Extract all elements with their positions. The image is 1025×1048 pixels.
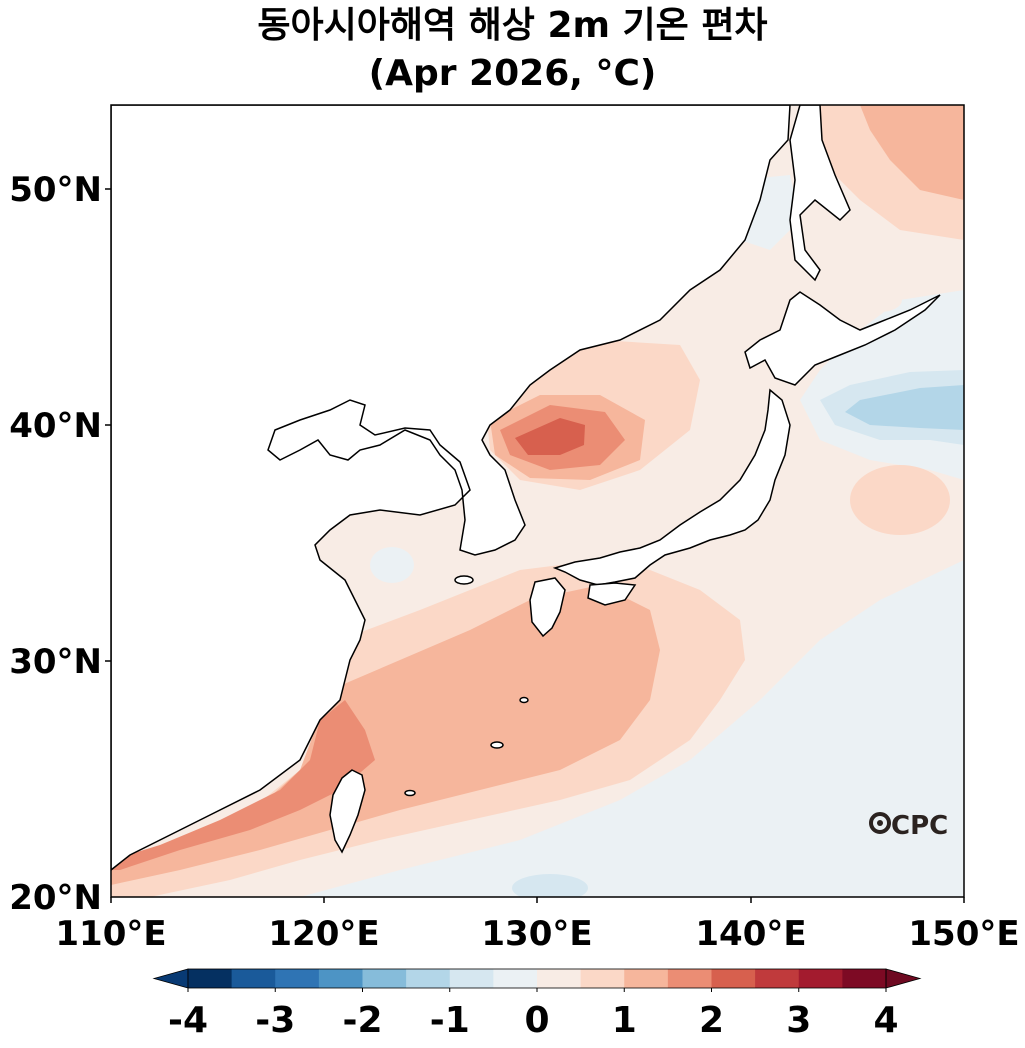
islands-ryukyu-2	[519, 696, 529, 704]
colorbar-tick-label: 3	[786, 1000, 811, 1041]
colorbar-swatch	[449, 969, 494, 988]
colorbar-swatch	[842, 969, 887, 988]
x-tick-label: 130°E	[481, 914, 592, 954]
colorbar-swatch	[537, 969, 582, 988]
jeju	[454, 575, 474, 585]
colorbar-swatch	[318, 969, 363, 988]
land	[111, 105, 941, 871]
colorbar-tick-label: -1	[430, 1000, 470, 1041]
taiwan-warm	[111, 700, 375, 870]
colorbar-swatch	[798, 969, 843, 988]
y-tick-label: 20°N	[9, 878, 102, 918]
colorbar-swatch	[362, 969, 407, 988]
colorbar-swatch	[580, 969, 625, 988]
sakhalin	[789, 105, 851, 282]
colorbar-swatch	[493, 969, 538, 988]
ecs-warm-2	[111, 585, 660, 885]
colorbar-tick-label: 0	[524, 1000, 549, 1041]
colorbar-tick-label: -4	[168, 1000, 208, 1041]
y-tick-label: 30°N	[9, 642, 102, 682]
kyushu	[529, 577, 566, 638]
x-tick-label: 150°E	[908, 914, 1019, 954]
weak-negative-south	[300, 560, 964, 897]
y-tick-label: 50°N	[9, 170, 102, 210]
cpc-logo: CPC	[869, 811, 948, 841]
map-title: 동아시아해역 해상 2m 기온 편차	[257, 5, 768, 46]
colorbar-under-arrow	[152, 968, 189, 989]
colorbar-swatch	[667, 969, 712, 988]
colorbar-swatch	[406, 969, 451, 988]
taiwan	[329, 769, 366, 854]
logo-text: CPC	[891, 811, 948, 841]
islands-ryukyu-3	[404, 789, 416, 797]
east-sea-warm-4	[515, 418, 585, 455]
x-tick-label: 110°E	[55, 914, 166, 954]
pacific-negative-3	[845, 385, 964, 430]
colorbar-swatch	[275, 969, 320, 988]
islands-ryukyu-1	[490, 741, 504, 749]
shikoku	[587, 582, 637, 606]
y-axis: 50°N 40°N 30°N 20°N	[9, 170, 111, 918]
colorbar-swatch	[755, 969, 800, 988]
honshu	[552, 388, 791, 586]
colorbar-swatch	[711, 969, 756, 988]
map-subtitle: (Apr 2026, °C)	[368, 53, 657, 94]
y-tick-label: 40°N	[9, 406, 102, 446]
colorbar-tick-label: 2	[699, 1000, 724, 1041]
pacific-warm-blob	[850, 465, 950, 535]
colorbar-tick-label: -2	[343, 1000, 383, 1041]
south-negative-spot	[512, 874, 588, 897]
okhotsk-warm-2	[860, 105, 964, 200]
colorbar-swatch	[624, 969, 669, 988]
colorbar-swatch	[231, 969, 276, 988]
colorbar-tick-label: 1	[612, 1000, 637, 1041]
colorbar-tick-label: 4	[873, 1000, 898, 1041]
yellow-sea-negative	[370, 547, 414, 583]
hokkaido	[744, 291, 941, 386]
colorbar-over-arrow	[885, 968, 922, 989]
kuril-neutral	[858, 288, 902, 312]
x-tick-label: 140°E	[695, 914, 806, 954]
colorbar-tick-label: -3	[255, 1000, 295, 1041]
x-tick-label: 120°E	[268, 914, 379, 954]
colorbar: -4 -3 -2 -1 0 1 2 3 4	[152, 968, 922, 1041]
asian-mainland	[111, 105, 791, 871]
colorbar-swatch	[188, 969, 233, 988]
x-axis: 110°E 120°E 130°E 140°E 150°E	[55, 897, 1020, 954]
